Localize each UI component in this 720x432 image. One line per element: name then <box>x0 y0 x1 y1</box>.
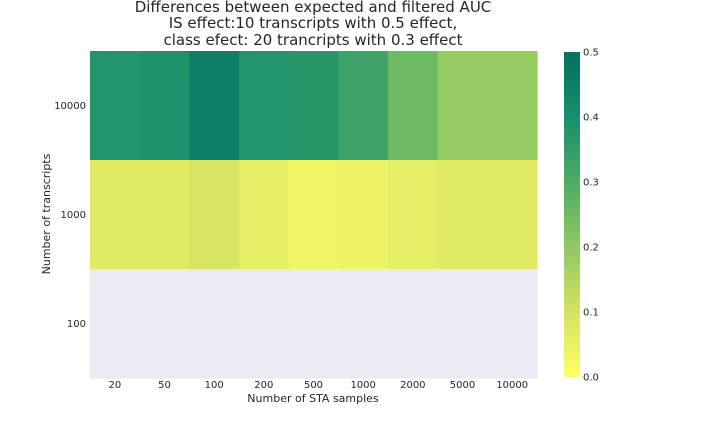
y-axis-label: Number of transcripts <box>40 153 53 274</box>
heatmap-cells <box>90 51 538 379</box>
heatmap-cell <box>388 269 439 379</box>
heatmap-cell <box>139 51 190 161</box>
y-tick-label: 1000 <box>61 210 86 221</box>
heatmap-cell <box>338 51 389 161</box>
colorbar: 0.0 0.1 0.2 0.3 0.4 0.5 <box>564 48 599 384</box>
heatmap-cell <box>338 269 389 379</box>
colorbar-tick-label: 0.4 <box>583 113 599 124</box>
x-tick-labels: 20 50 100 200 500 1000 2000 5000 10000 <box>108 380 528 391</box>
colorbar-tick-label: 0.0 <box>583 373 599 384</box>
heatmap-cell <box>90 269 141 379</box>
heatmap-cell <box>437 269 488 379</box>
heatmap-cell <box>90 160 141 270</box>
chart-title: Differences between expected and filtere… <box>135 0 492 49</box>
heatmap-cell <box>487 269 538 379</box>
heatmap-cell <box>139 269 190 379</box>
heatmap-cell <box>189 160 240 270</box>
colorbar-tick-label: 0.1 <box>583 308 599 319</box>
x-tick-label: 100 <box>205 380 224 391</box>
heatmap-cell <box>338 160 389 270</box>
heatmap-cell <box>288 51 339 161</box>
x-tick-label: 10000 <box>496 380 528 391</box>
heatmap-cell <box>189 51 240 161</box>
x-tick-label: 2000 <box>400 380 425 391</box>
heatmap-cell <box>437 160 488 270</box>
heatmap-cell <box>288 269 339 379</box>
title-line-1: Differences between expected and filtere… <box>135 0 492 16</box>
x-tick-label: 200 <box>254 380 273 391</box>
y-tick-label: 10000 <box>54 101 86 112</box>
heatmap-cell <box>388 160 439 270</box>
colorbar-tick-label: 0.3 <box>583 178 599 189</box>
title-line-2: IS effect:10 transcripts with 0.5 effect… <box>169 14 458 32</box>
heatmap-cell <box>239 269 290 379</box>
heatmap-cell <box>487 160 538 270</box>
x-tick-label: 500 <box>304 380 323 391</box>
x-tick-label: 1000 <box>350 380 375 391</box>
heatmap-cell <box>288 160 339 270</box>
heatmap-cell <box>239 160 290 270</box>
heatmap-cell <box>388 51 439 161</box>
heatmap-cell <box>487 51 538 161</box>
heatmap-cell <box>437 51 488 161</box>
title-line-3: class efect: 20 trancripts with 0.3 effe… <box>164 31 463 49</box>
y-tick-label: 100 <box>67 319 86 330</box>
heatmap-cell <box>139 160 190 270</box>
y-tick-labels: 10000 1000 100 <box>54 101 86 330</box>
colorbar-gradient <box>564 52 580 377</box>
x-tick-label: 50 <box>158 380 171 391</box>
x-tick-label: 20 <box>108 380 121 391</box>
heatmap-cell <box>239 51 290 161</box>
x-axis-label: Number of STA samples <box>247 392 379 405</box>
colorbar-ticks: 0.0 0.1 0.2 0.3 0.4 0.5 <box>583 48 599 384</box>
heatmap-cell <box>189 269 240 379</box>
colorbar-tick-label: 0.2 <box>583 243 599 254</box>
heatmap-cell <box>90 51 141 161</box>
x-tick-label: 5000 <box>450 380 475 391</box>
colorbar-tick-label: 0.5 <box>583 48 599 59</box>
